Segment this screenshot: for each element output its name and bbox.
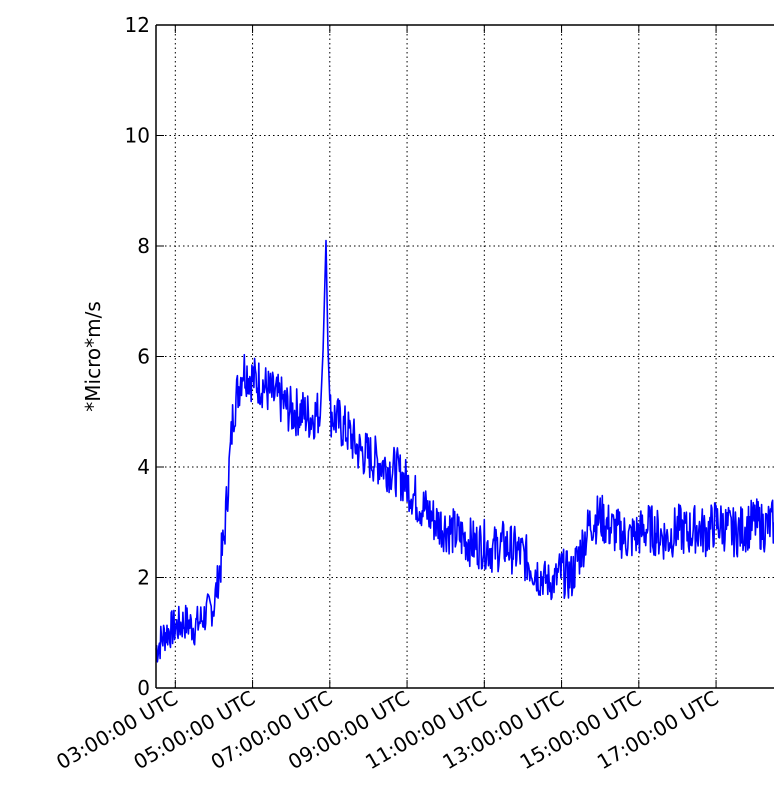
y-tick-label: 10 [125, 124, 150, 148]
y-tick-label: 6 [137, 345, 150, 369]
y-tick-label: 12 [125, 13, 150, 37]
y-tick-label: 4 [137, 455, 150, 479]
y-axis-label: *Micro*m/s [81, 301, 105, 411]
y-tick-label: 0 [137, 676, 150, 700]
series-layer [155, 239, 774, 663]
y-tick-label: 2 [137, 566, 150, 590]
series-line [155, 239, 774, 663]
y-tick-label: 8 [137, 234, 150, 258]
gridlines [156, 25, 774, 688]
axes [155, 24, 774, 689]
y-axis-ticks: 0 2 4 6 8 10 12 [125, 13, 164, 700]
